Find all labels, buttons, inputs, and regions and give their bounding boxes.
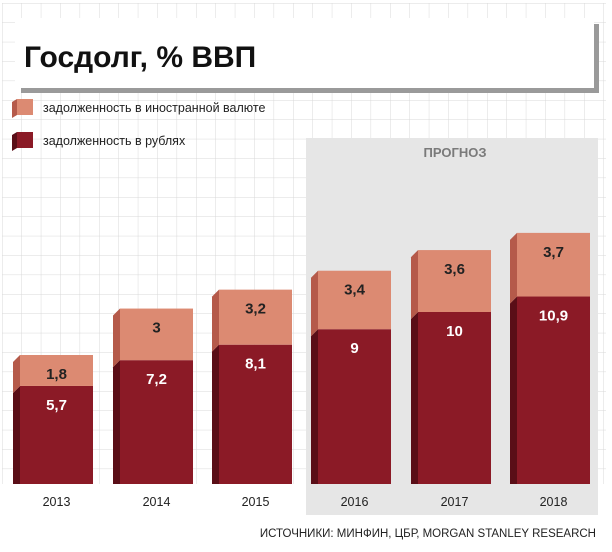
bars: 5,7 1,8 2013 7,2 3 2014 8,1 3,2 2015 9 3,4 2016 10 3,… <box>13 232 590 509</box>
bar-label-fx-2014: 3 <box>152 320 160 337</box>
bar-fx-2013 <box>20 355 93 386</box>
bar-side-fx-2015 <box>212 289 219 352</box>
bar-rub-2016 <box>318 329 391 484</box>
title-box <box>15 18 594 88</box>
bar-side-rub-2015 <box>212 344 219 484</box>
bar-label-fx-2015: 3,2 <box>245 301 266 318</box>
year-label-2016: 2016 <box>341 495 369 509</box>
bar-side-fx-2017 <box>411 250 418 319</box>
chart-title: Госдолг, % ВВП <box>24 41 256 74</box>
bar-rub-2018 <box>517 296 590 484</box>
bar-rub-2015 <box>219 344 292 484</box>
year-label-2013: 2013 <box>43 495 71 509</box>
legend-label-foreign: задолженность в иностранной валюте <box>43 101 265 115</box>
bar-rub-2013 <box>20 385 93 484</box>
bar-label-rub-2015: 8,1 <box>245 356 266 373</box>
legend-swatch-rub <box>17 132 33 148</box>
bar-label-fx-2013: 1,8 <box>46 366 67 383</box>
bar-side-rub-2014 <box>113 360 120 484</box>
bar-side-rub-2013 <box>13 385 20 484</box>
bar-side-rub-2018 <box>510 296 517 484</box>
title-box-shadow-right <box>594 24 599 88</box>
bar-label-fx-2018: 3,7 <box>543 244 564 261</box>
bar-side-fx-2013 <box>13 355 20 393</box>
bar-label-rub-2016: 9 <box>350 340 358 357</box>
bar-label-fx-2016: 3,4 <box>344 282 366 299</box>
bar-side-fx-2016 <box>311 270 318 337</box>
bar-label-fx-2017: 3,6 <box>444 261 465 278</box>
bar-label-rub-2013: 5,7 <box>46 397 67 414</box>
bar-label-rub-2017: 10 <box>446 323 463 340</box>
bar-side-fx-2014 <box>113 308 120 368</box>
legend-swatch-foreign-side <box>12 99 17 118</box>
legend-swatch-rub-side <box>12 132 17 151</box>
bar-fx-2018 <box>517 232 590 297</box>
year-label-2014: 2014 <box>143 495 171 509</box>
source-note: ИСТОЧНИКИ: МИНФИН, ЦБР, MORGAN STANLEY R… <box>260 528 596 540</box>
bar-side-rub-2017 <box>411 312 418 484</box>
legend-label-rub: задолженность в рублях <box>43 134 186 148</box>
title-box-shadow-bottom <box>21 88 599 93</box>
bar-fx-2017 <box>418 250 491 312</box>
bar-label-rub-2014: 7,2 <box>146 371 167 388</box>
bar-rub-2017 <box>418 312 491 484</box>
bar-rub-2014 <box>120 360 193 484</box>
bar-label-rub-2018: 10,9 <box>539 308 568 325</box>
year-label-2018: 2018 <box>540 495 568 509</box>
bar-side-rub-2016 <box>311 329 318 484</box>
year-label-2017: 2017 <box>441 495 469 509</box>
legend-swatch-foreign <box>17 99 33 115</box>
forecast-label: ПРОГНОЗ <box>424 145 487 160</box>
bar-fx-2014 <box>120 308 193 361</box>
bar-side-fx-2018 <box>510 232 517 304</box>
year-label-2015: 2015 <box>242 495 270 509</box>
bar-fx-2016 <box>318 270 391 330</box>
bar-fx-2015 <box>219 289 292 345</box>
legend: задолженность в иностранной валюте задол… <box>12 99 265 151</box>
